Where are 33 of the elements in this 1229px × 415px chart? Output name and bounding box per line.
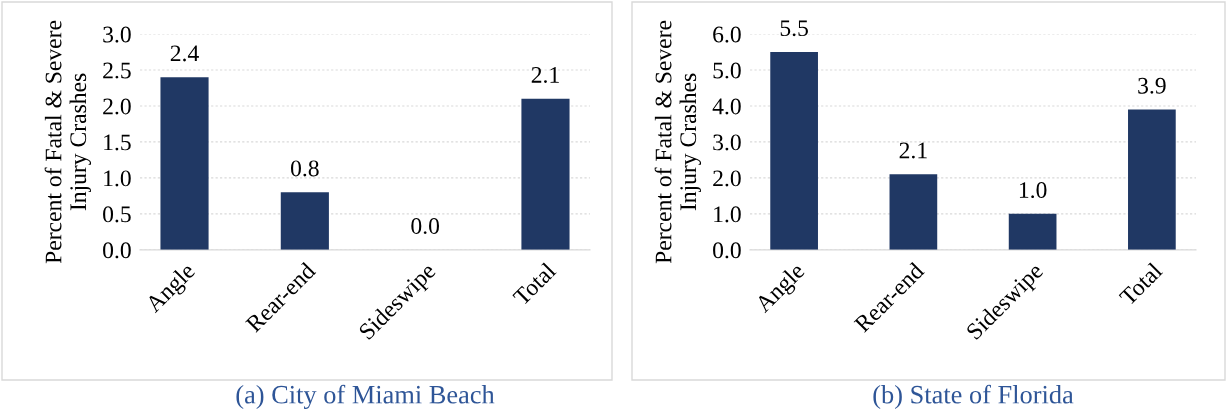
data-label: 2.1 [531, 67, 559, 83]
y-tick-label: 2.0 [713, 170, 741, 187]
y-tick-label: 2.5 [103, 62, 131, 79]
y-axis-title: Percent of Fatal & Severe Injury Crashes [44, 20, 92, 264]
y-tick-label: 5.0 [713, 62, 741, 79]
bar [521, 98, 570, 250]
y-tick-label: 0.5 [103, 206, 131, 223]
data-label: 1.0 [1019, 182, 1047, 199]
y-tick-label: 1.0 [714, 206, 741, 223]
y-tick-label: 0.0 [103, 242, 131, 259]
data-label: 3.9 [1138, 77, 1166, 94]
y-tick-label: 0.0 [713, 242, 741, 259]
data-label: 5.5 [780, 20, 808, 37]
y-axis-title: Percent of Fatal & Severe Injury Crashes [654, 20, 702, 264]
bar [770, 52, 818, 250]
y-tick-label: 6.0 [713, 26, 741, 43]
data-label: 2.4 [170, 45, 199, 62]
data-label: 0.0 [411, 217, 440, 235]
text: (b) State of Florida [873, 384, 1074, 409]
data-label: 0.8 [290, 160, 319, 177]
bar [280, 192, 329, 250]
data-label: 2.1 [899, 142, 927, 159]
text: (a) City of Miami Beach [236, 384, 495, 410]
y-tick-label: 4.0 [712, 98, 741, 115]
y-tick-label: 2.0 [103, 98, 131, 115]
y-tick-label: 1.0 [104, 170, 131, 187]
bar [1128, 109, 1176, 250]
y-tick-label: 1.5 [104, 134, 131, 151]
bar [160, 77, 209, 250]
y-tick-label: 3.0 [713, 134, 741, 151]
bar [1008, 213, 1057, 250]
y-tick-label: 3.0 [103, 26, 131, 43]
bar [889, 174, 938, 250]
